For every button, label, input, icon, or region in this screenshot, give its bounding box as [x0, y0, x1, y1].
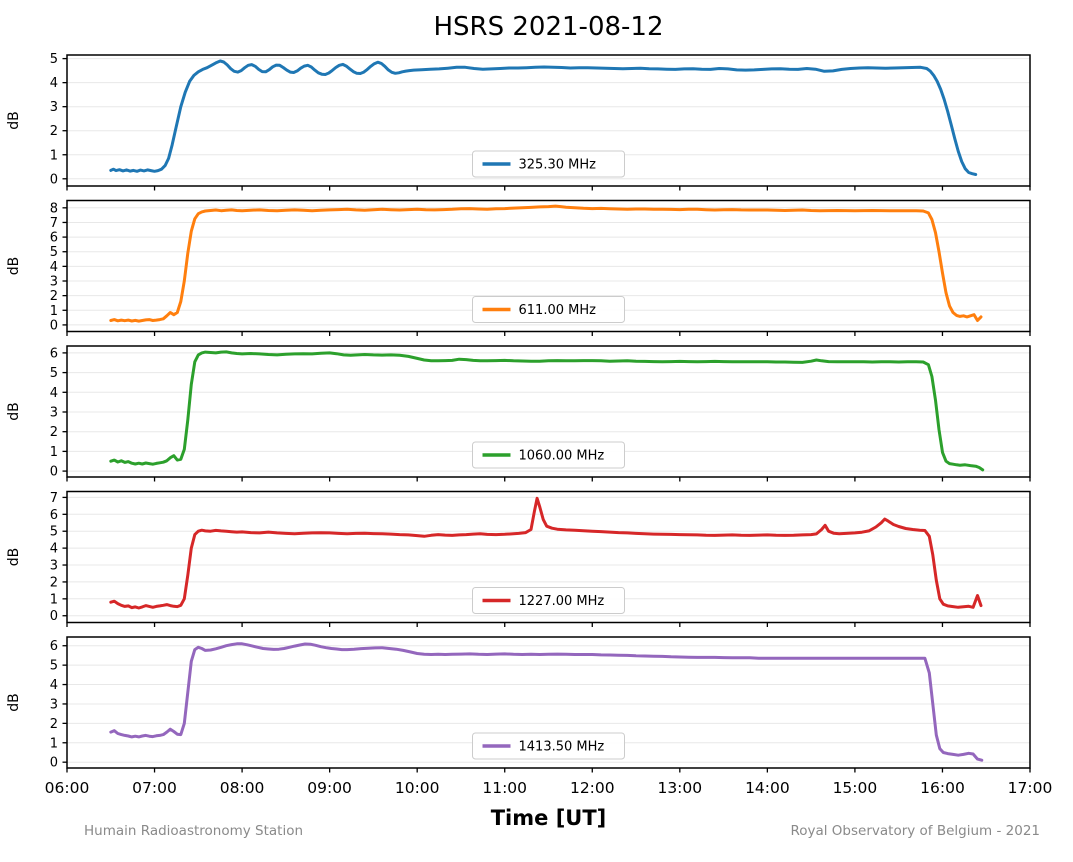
y-tick-label: 8: [50, 201, 58, 216]
y-tick-label: 3: [50, 697, 58, 712]
y-axis-label: dB: [6, 257, 22, 276]
legend-box: [472, 150, 625, 178]
y-tick-label: 5: [50, 245, 58, 260]
y-tick-label: 5: [50, 366, 58, 381]
x-tick-label: 09:00: [307, 779, 352, 797]
x-tick-label: 17:00: [1008, 779, 1053, 797]
y-tick-label: 2: [50, 289, 58, 304]
y-tick-label: 2: [50, 575, 58, 590]
series-line: [109, 642, 984, 762]
y-tick-label: 5: [50, 525, 58, 540]
legend: 1227.00 MHz: [472, 587, 625, 614]
subplot-panel-4: 0 1 2 3 4 5 6 dB 1413.50 MHz: [6, 636, 1031, 773]
y-axis-label: dB: [6, 111, 22, 130]
x-tick-label: 13:00: [657, 779, 702, 797]
footer-observatory-credit: Royal Observatory of Belgium - 2021: [790, 823, 1040, 839]
axes-frame: [66, 54, 1031, 187]
y-tick-label: 1: [50, 445, 58, 460]
x-tick-label: 12:00: [570, 779, 615, 797]
series-line: [109, 59, 978, 176]
axes-frame: [66, 636, 1031, 769]
y-tick-label: 1: [50, 148, 58, 163]
y-tick-label: 4: [50, 678, 58, 693]
legend-box: [472, 587, 625, 614]
subplot-panel-0: 0 1 2 3 4 5 dB 325.30 MHz: [6, 52, 1031, 191]
x-tick-label: 06:00: [45, 779, 90, 797]
y-tick-label: 5: [50, 52, 58, 67]
y-tick-label: 3: [50, 559, 58, 574]
x-tick-label: 16:00: [920, 779, 965, 797]
y-tick-label: 3: [50, 275, 58, 290]
legend-label: 1413.50 MHz: [519, 740, 605, 755]
y-tick-label: 1: [50, 304, 58, 319]
legend-label: 1060.00 MHz: [519, 449, 605, 464]
series-line: [109, 204, 983, 323]
y-tick-label: 3: [50, 405, 58, 420]
x-tick-label: 11:00: [482, 779, 527, 797]
panel-gridlines: [67, 58, 1030, 180]
legend: 325.30 MHz: [472, 150, 625, 178]
legend-label: 325.30 MHz: [519, 158, 597, 173]
y-axis-label: dB: [6, 548, 22, 567]
y-tick-label: 0: [50, 172, 58, 187]
legend-box: [472, 296, 625, 323]
y-tick-label: 3: [50, 100, 58, 115]
legend: 1413.50 MHz: [472, 732, 625, 760]
x-axis-title: Time [UT]: [490, 806, 607, 830]
x-tick-label: 14:00: [745, 779, 790, 797]
y-axis-label: dB: [6, 402, 22, 421]
footer-station-credit: Humain Radioastronomy Station: [84, 823, 304, 839]
y-tick-label: 2: [50, 717, 58, 732]
y-tick-label: 5: [50, 659, 58, 674]
y-tick-label: 7: [50, 491, 58, 506]
y-tick-label: 4: [50, 542, 58, 557]
y-tick-label: 6: [50, 508, 58, 523]
legend-label: 1227.00 MHz: [519, 594, 605, 609]
y-tick-label: 0: [50, 756, 58, 771]
y-tick-label: 6: [50, 639, 58, 654]
series-line: [109, 350, 985, 472]
legend-box: [472, 441, 625, 469]
x-tick-label: 08:00: [220, 779, 265, 797]
series-line: [109, 496, 983, 610]
y-axis-label: dB: [6, 693, 22, 712]
x-tick-label: 07:00: [132, 779, 177, 797]
y-tick-label: 1: [50, 592, 58, 607]
y-tick-label: 4: [50, 386, 58, 401]
x-tick-label: 15:00: [833, 779, 878, 797]
x-tick-labels: 06:00 07:00 08:00 09:00 10:00 11:00 12:00 13:00…: [45, 779, 1053, 797]
y-tick-label: 0: [50, 465, 58, 480]
y-tick-label: 2: [50, 425, 58, 440]
legend-label: 611.00 MHz: [519, 303, 597, 318]
y-tick-label: 0: [50, 609, 58, 624]
axes-frame: [66, 490, 1031, 624]
y-tick-label: 0: [50, 318, 58, 333]
subplot-panel-2: 0 1 2 3 4 5 6 dB 1060.00 MHz: [6, 345, 1031, 482]
legend: 1060.00 MHz: [472, 441, 625, 469]
y-tick-label: 6: [50, 231, 58, 246]
y-tick-label: 7: [50, 216, 58, 231]
y-tick-label: 6: [50, 346, 58, 361]
figure-title: HSRS 2021-08-12: [433, 12, 664, 42]
y-tick-label: 1: [50, 736, 58, 751]
y-tick-label: 2: [50, 124, 58, 139]
y-tick-label: 4: [50, 76, 58, 91]
x-tick-label: 10:00: [395, 779, 440, 797]
legend-box: [472, 732, 625, 760]
y-tick-label: 4: [50, 260, 58, 275]
legend: 611.00 MHz: [472, 296, 625, 323]
